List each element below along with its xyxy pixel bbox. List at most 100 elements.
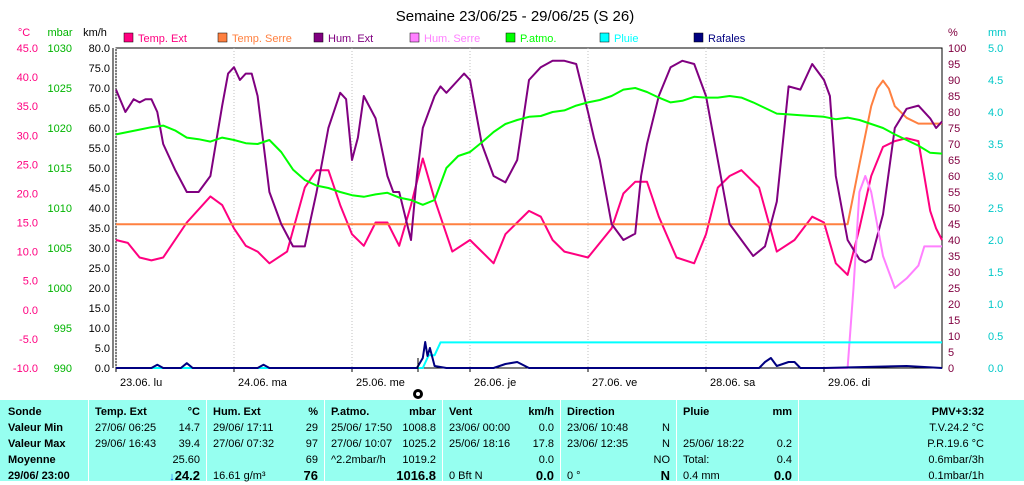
patmo-min-value: 1008.8	[402, 422, 436, 434]
x-tick-label: 29.06. di	[828, 377, 870, 389]
vent-header: Vent	[449, 406, 473, 418]
legend-label: Pluie	[614, 33, 638, 45]
col-vent: Vent km/h 23/06/ 00:00 0.0 25/06/ 18:16 …	[442, 400, 560, 483]
direction-max-time: 23/06/ 12:35	[567, 438, 629, 450]
patmo-unit: mbar	[409, 406, 436, 418]
right-axes: %100959085807570656055504540353025201510…	[948, 27, 1006, 375]
col-patmo: P.atmo. mbar 25/06/ 17:50 1008.8 27/06/ …	[324, 400, 442, 483]
patmo-trend: ^2.2mbar/h	[331, 454, 386, 466]
axis-tick-label: 1.0	[988, 299, 1003, 311]
col-hum: Hum. Ext % 29/06/ 17:11 29 27/06/ 07:32 …	[206, 400, 324, 483]
pluie-total-label: Total:	[683, 454, 710, 466]
axis-tick-label: 20.0	[17, 188, 38, 200]
axis-tick-label: 3.5	[988, 139, 1003, 151]
axis-unit-label: mm	[988, 27, 1006, 39]
col-direction: Direction 23/06/ 10:48 N 23/06/ 12:35 N …	[560, 400, 676, 483]
col-temp: Temp. Ext °C 27/06/ 06:25 14.7 29/06/ 16…	[88, 400, 206, 483]
axis-tick-label: 10.0	[89, 323, 110, 335]
temp-max-value: 39.4	[178, 438, 200, 450]
sonde-header: Sonde	[8, 406, 42, 418]
direction-header: Direction	[567, 406, 615, 418]
axis-tick-label: 20.0	[89, 283, 110, 295]
legend-swatch	[313, 32, 324, 43]
sonde-row-current: 29/06/ 23:00	[8, 470, 70, 482]
legend-swatch	[693, 32, 704, 43]
series-line	[116, 341, 942, 369]
series-line	[116, 341, 943, 369]
pmv-row-1h: 0.1mbar/1h	[928, 470, 984, 482]
axis-tick-label: 5.0	[988, 43, 1003, 55]
axis-tick-label: 3.0	[988, 171, 1003, 183]
axis-tick-label: 45.0	[17, 43, 38, 55]
axis-tick-label: 95	[948, 59, 960, 71]
axis-tick-label: 65.0	[89, 103, 110, 115]
axis-tick-label: -10.0	[13, 363, 38, 375]
axis-tick-label: 15.0	[89, 303, 110, 315]
legend-swatch	[599, 32, 610, 43]
plot-area	[115, 47, 943, 369]
x-tick-label: 27.06. ve	[592, 377, 637, 389]
pmv-header: PMV+3:32	[931, 406, 984, 418]
axis-tick-label: 25	[948, 283, 960, 295]
legend-label: Temp. Ext	[138, 33, 187, 45]
temp-unit: °C	[187, 406, 200, 418]
axis-unit-label: °C	[18, 27, 30, 39]
axis-tick-label: 995	[54, 323, 72, 335]
temp-header: Temp. Ext	[95, 406, 147, 418]
axis-tick-label: 70	[948, 139, 960, 151]
sonde-row-avg: Moyenne	[8, 454, 56, 466]
axis-tick-label: 0.0	[95, 363, 110, 375]
axis-unit-label: %	[948, 27, 958, 39]
axis-tick-label: 1020	[48, 123, 72, 135]
series-line	[115, 59, 943, 264]
left-axes: °C 45.0 40.0 35.0 30.0 25.0 20.0 15.0 10.0 5.0 0.0…	[13, 27, 114, 375]
vent-bft: 0 Bft N	[449, 470, 483, 482]
temp-min-value: 14.7	[178, 422, 200, 434]
current-marker-icon	[413, 358, 423, 399]
axis-tick-label: 1005	[48, 243, 72, 255]
pluie-current-value: 0.0	[773, 468, 792, 483]
vent-min-time: 23/06/ 00:00	[449, 422, 511, 434]
hum-max-time: 27/06/ 07:32	[213, 438, 275, 450]
legend-label: Hum. Serre	[424, 33, 480, 45]
legend-swatch	[217, 32, 228, 43]
axis-tick-label: 35.0	[89, 223, 110, 235]
axis-unit-label: mbar	[47, 27, 72, 39]
patmo-header: P.atmo.	[331, 406, 370, 418]
legend-label: Temp. Serre	[232, 33, 292, 45]
hum-avg-value: 69	[305, 454, 318, 466]
chart-title: Semaine 23/06/25 - 29/06/25 (S 26)	[396, 8, 635, 25]
axis-tick-label: 0.5	[988, 331, 1003, 343]
hum-unit: %	[308, 406, 318, 418]
axis-tick-label: 40.0	[17, 72, 38, 84]
axis-tick-label: 80.0	[89, 43, 110, 55]
pluie-header: Pluie	[683, 406, 710, 418]
pluie-total-value: 0.4	[776, 454, 792, 466]
legend-swatch	[409, 32, 420, 43]
axis-tick-label: 75.0	[89, 63, 110, 75]
axis-tick-label: 80	[948, 107, 960, 119]
patmo-current-value: 1016.8	[396, 468, 436, 483]
series-line	[115, 87, 943, 206]
x-tick-label: 23.06. lu	[120, 377, 162, 389]
axis-tick-label: 55	[948, 187, 960, 199]
trend-down-icon: ↓	[169, 471, 175, 483]
hum-abs-value: 16.61 g/m³	[213, 470, 266, 482]
col-sonde: Sonde Valeur Min Valeur Max Moyenne 29/0…	[0, 400, 88, 482]
direction-current-value: N	[660, 468, 670, 483]
axis-tick-label: 5.0	[23, 276, 38, 288]
direction-min-value: N	[662, 422, 670, 434]
axis-tick-label: 85	[948, 91, 960, 103]
axis-tick-label: 40.0	[89, 203, 110, 215]
axis-tick-label: 1000	[48, 283, 72, 295]
axis-tick-label: 5	[948, 347, 954, 359]
axis-tick-label: 70.0	[89, 83, 110, 95]
axis-tick-label: 0.0	[23, 305, 38, 317]
legend-label: Hum. Ext	[328, 33, 373, 45]
axis-tick-label: 40	[948, 235, 960, 247]
axis-tick-label: 30	[948, 267, 960, 279]
axis-tick-label: 50.0	[89, 163, 110, 175]
axis-tick-label: 4.0	[988, 107, 1003, 119]
pluie-amount: 0.4 mm	[683, 470, 720, 482]
col-pmv: PMV+3:32 T.V.24.2 °C P.R.19.6 °C 0.6mbar…	[798, 400, 1024, 482]
